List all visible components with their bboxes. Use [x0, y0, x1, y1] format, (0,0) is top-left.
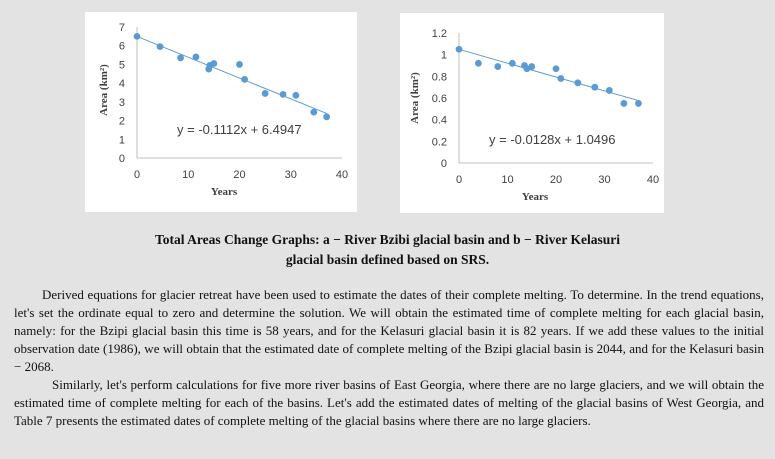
chart-b-data-point [552, 65, 560, 73]
chart-b-data-point [557, 75, 565, 82]
chart-a-data-point [261, 90, 269, 97]
chart-a-panel: 0 10 20 30 40 0 1 2 3 4 5 6 7 Years Area (km²) y = -0.1… [85, 12, 357, 212]
chart-b-x-tick-label: 10 [501, 174, 513, 186]
chart-b-trend-equation: y = -0.0128x + 1.0496 [489, 132, 615, 147]
chart-a-x-tick-label: 10 [182, 169, 194, 181]
chart-b-x-tick-label: 20 [550, 174, 562, 186]
chart-a-svg: 0 10 20 30 40 0 1 2 3 4 5 6 7 Years Area (km²) y = -0.1… [98, 22, 348, 198]
chart-a-x-tick-label: 30 [285, 169, 297, 181]
chart-b-x-tick-label: 40 [647, 174, 659, 186]
chart-b-data-point [528, 63, 536, 70]
chart-a-trendline [136, 35, 327, 114]
chart-b-y-tick-label: 1.2 [432, 28, 447, 40]
chart-b-y-tick-label: 0.4 [432, 115, 447, 127]
chart-a-data-point [177, 54, 184, 62]
chart-b-x-tick-label: 30 [598, 174, 610, 186]
chart-a-y-tick-label: 4 [119, 78, 125, 90]
chart-a-data-point [310, 108, 318, 116]
chart-a-y-axis-label: Area (km²) [98, 64, 110, 116]
chart-a-x-axis-label: Years [211, 186, 238, 198]
caption-line-2: glacial basin defined based on SRS. [285, 252, 490, 267]
paragraph-1: Derived equations for glacier retreat ha… [14, 287, 764, 374]
chart-b-data-point [605, 87, 613, 94]
chart-b-y-tick-label: 0.2 [432, 136, 447, 148]
chart-b-y-tick-label: 0.8 [432, 71, 447, 83]
chart-a-x-tick-label: 0 [134, 169, 140, 181]
body-text: Derived equations for glacier retreat ha… [14, 286, 764, 430]
chart-a-y-tick-label: 1 [119, 134, 125, 146]
chart-a-data-point [210, 60, 218, 67]
chart-b-x-tick-label: 0 [456, 174, 462, 186]
chart-a-x-tick-label: 20 [233, 169, 245, 181]
chart-b-data-point [620, 100, 628, 107]
chart-b-y-axis-label: Area (km²) [409, 72, 421, 124]
chart-b-y-tick-label: 1 [441, 50, 447, 62]
chart-a-data-point [292, 91, 300, 99]
chart-b-data-point [591, 83, 599, 91]
chart-b-y-tick-label: 0 [441, 158, 447, 170]
chart-a-y-tick-label: 5 [119, 59, 125, 71]
chart-a-data-point [156, 43, 164, 51]
paragraph-2: Similarly, let's perform calculations fo… [14, 377, 764, 428]
chart-a-data-point [236, 61, 243, 68]
chart-b-data-point [494, 63, 502, 70]
chart-a-y-tick-label: 2 [119, 116, 125, 128]
chart-b-panel: 0 10 20 30 40 0 0.2 0.4 0.6 0.8 1 1.2 Years Area (km²… [400, 13, 664, 213]
chart-a-trend-equation: y = -0.1112x + 6.4947 [177, 122, 302, 137]
chart-b-svg: 0 10 20 30 40 0 0.2 0.4 0.6 0.8 1 1.2 Years Area (km²… [409, 28, 659, 203]
chart-b-data-point [508, 59, 516, 67]
chart-a-y-tick-label: 7 [119, 22, 125, 34]
chart-a-data-point [133, 32, 141, 40]
chart-b-data-point [574, 79, 582, 87]
chart-b-x-axis-label: Years [522, 191, 549, 203]
chart-a-y-tick-label: 6 [119, 41, 125, 53]
chart-a-y-tick-label: 3 [119, 97, 125, 109]
chart-a-data-point [323, 113, 331, 121]
chart-a-data-point [192, 53, 200, 61]
chart-a-data-point [279, 90, 287, 98]
chart-b-data-point [475, 59, 482, 67]
chart-b-data-point [455, 45, 463, 53]
figure-caption: Total Areas Change Graphs: a − River Bzi… [60, 230, 715, 270]
chart-b-y-tick-label: 0.6 [432, 93, 447, 105]
caption-line-1: Total Areas Change Graphs: a − River Bzi… [155, 232, 620, 247]
chart-a-data-point [241, 76, 249, 83]
chart-b-data-point [635, 100, 642, 107]
chart-a-y-tick-label: 0 [119, 153, 125, 165]
chart-a-x-tick-label: 40 [336, 169, 348, 181]
